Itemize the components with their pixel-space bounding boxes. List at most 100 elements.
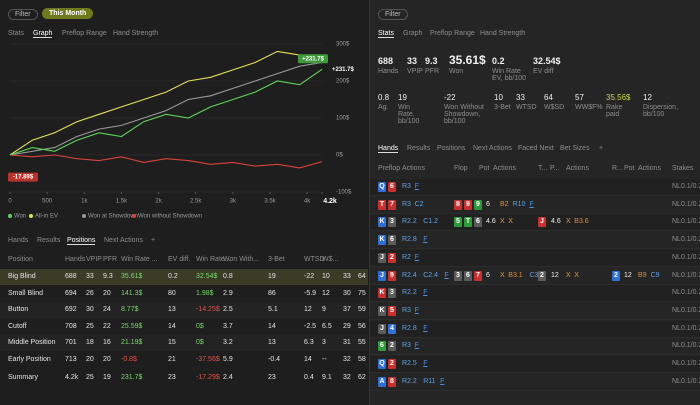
table-cell: -0.4 (268, 356, 281, 363)
pot: 4.6 (486, 218, 496, 226)
action: X (566, 271, 571, 279)
stat-label: WTSD (516, 104, 537, 111)
action: B3.6 (574, 218, 589, 226)
tab[interactable]: Preflop Range (430, 30, 475, 37)
table-row[interactable] (0, 370, 368, 386)
hand-tab[interactable]: Bet Sizes (560, 145, 590, 152)
table-cell: Middle Position (8, 339, 56, 347)
hand-row[interactable] (370, 214, 700, 232)
action: R3 (402, 200, 411, 208)
stat-label: Win Rate EV, bb/100 (492, 68, 526, 82)
action: R3 (402, 306, 411, 314)
tab[interactable]: Hand Strength (480, 30, 526, 37)
card: 3 (454, 270, 462, 281)
table-cell: 13 (168, 306, 176, 314)
stakes: NL0.1/0.25 (672, 271, 700, 279)
annotation: +231.7$ (302, 56, 325, 62)
column-header: Position (8, 256, 33, 263)
hand-tab[interactable]: Hands (378, 145, 399, 153)
tab[interactable]: Preflop Range (62, 30, 107, 37)
table-cell: 25 (86, 374, 94, 381)
hand-tab[interactable]: Results (407, 145, 431, 152)
table-row[interactable] (0, 352, 368, 368)
table-cell: 2.4 (223, 374, 233, 381)
table-cell: 12 (322, 289, 330, 297)
tab[interactable]: Graph (33, 30, 53, 38)
action: F (414, 253, 419, 261)
table-tab[interactable]: Next Actions (104, 237, 143, 244)
x-tick-label: 4k (304, 199, 311, 205)
table-cell: 0$ (196, 322, 204, 330)
stat-value: 688 (378, 56, 394, 66)
x-tick-label: 1k (81, 199, 88, 205)
card: 6 (378, 341, 386, 352)
hand-row[interactable] (370, 320, 700, 338)
hand-row[interactable] (370, 249, 700, 267)
filter-button[interactable]: Filter (378, 9, 408, 20)
stakes: NL0.1/0.25 (672, 236, 700, 244)
annotation: -17.89$ (13, 175, 34, 181)
table-cell: 18 (86, 339, 94, 347)
table-cell: 32.54$ (196, 273, 218, 280)
action: C9 (650, 271, 660, 279)
hand-tab[interactable]: + (599, 145, 604, 152)
action: R3 (402, 183, 411, 190)
hand-tab[interactable]: Faced Next (518, 145, 554, 152)
table-cell: 0$ (196, 339, 204, 347)
hand-row[interactable] (370, 285, 700, 303)
table-row[interactable] (0, 318, 368, 335)
pot: 4.6 (551, 218, 561, 226)
hand-row[interactable] (370, 356, 700, 373)
table-cell: 21 (168, 356, 176, 363)
period-pill[interactable]: This Month (42, 8, 94, 19)
hand-row[interactable] (370, 196, 700, 214)
table-cell: -5.9 (304, 289, 317, 297)
hand-tab[interactable]: Next Actions (473, 145, 512, 152)
stat-value: 35.61$ (449, 53, 486, 67)
action: B2 (500, 200, 509, 208)
tab[interactable]: Stats (8, 30, 24, 37)
stat-label: Ag. (378, 104, 389, 111)
card: 5 (454, 217, 462, 228)
action: B3.1 (508, 271, 523, 279)
tab[interactable]: Stats (378, 30, 394, 38)
legend-swatch (132, 214, 136, 218)
table-cell: 713 (65, 356, 77, 363)
table-cell: Summary (8, 374, 38, 381)
table-tab[interactable]: Hands (8, 237, 29, 244)
table-tab[interactable]: Results (37, 237, 61, 244)
hand-tab[interactable]: Positions (437, 145, 466, 152)
hand-row[interactable] (370, 179, 700, 196)
action: R10 (512, 200, 526, 208)
stat-label: Win Rate, bb/100 (398, 104, 420, 125)
tab[interactable]: Hand Strength (113, 30, 159, 37)
action: R11 (423, 377, 436, 385)
table-cell: 33 (343, 273, 351, 280)
table-cell: -17.29$ (196, 374, 220, 381)
table-cell: 25 (86, 322, 94, 330)
y-tick-label: 100$ (336, 116, 350, 122)
legend-label: All-in EV (35, 214, 58, 220)
table-tab[interactable]: + (151, 237, 156, 244)
hand-row[interactable] (370, 302, 700, 320)
hand-row[interactable] (370, 338, 700, 356)
stat-label: PFR (425, 68, 439, 75)
series-line (9, 154, 323, 169)
stat-label: WW$F% (575, 104, 603, 111)
action: X (574, 271, 579, 279)
table-row[interactable] (0, 269, 368, 285)
tab[interactable]: Graph (403, 30, 423, 37)
hand-row[interactable] (370, 232, 700, 250)
stat-value: 64 (544, 93, 553, 102)
legend-swatch (82, 214, 86, 218)
hand-row[interactable] (370, 373, 700, 391)
table-row[interactable] (0, 302, 368, 319)
action: R2.2 (402, 289, 417, 297)
card: K (378, 288, 386, 299)
table-row[interactable] (0, 285, 368, 302)
action: F (423, 324, 428, 332)
table-row[interactable] (0, 335, 368, 352)
table-tab[interactable]: Positions (67, 237, 96, 245)
filter-button[interactable]: Filter (8, 9, 38, 20)
